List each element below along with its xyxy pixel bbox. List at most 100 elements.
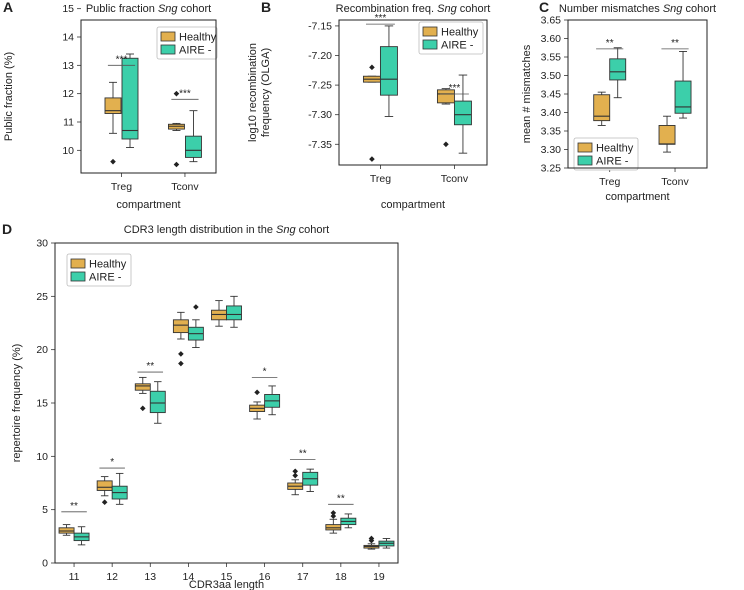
box-healthy-14 (172, 311, 189, 367)
panel-label: A (3, 0, 13, 15)
box-iqr (226, 305, 242, 321)
legend-label: AIRE - (89, 272, 122, 284)
y-tick-label: 3.60 (541, 33, 562, 45)
legend-swatch-healthy (577, 142, 593, 153)
title-text: Public fraction (86, 3, 158, 15)
y-tick-label: 3.65 (541, 15, 562, 27)
significance-label: ** (299, 449, 307, 460)
box-healthy-17 (287, 468, 304, 496)
title-italic: Sng (276, 224, 296, 236)
box-healthy-15 (211, 300, 227, 327)
y-tick-label: 12 (62, 88, 74, 100)
box-aire-18 (340, 513, 357, 529)
box-healthy-13 (134, 376, 151, 412)
outlier-point (330, 513, 337, 519)
plot-frame (54, 242, 399, 564)
title-italic: Sng (437, 3, 457, 15)
y-tick-label: 13 (62, 60, 74, 72)
chart-title: Number mismatches Sng cohort (559, 3, 716, 15)
legend-swatch-aire (160, 44, 176, 55)
box-healthy-11 (58, 524, 75, 536)
x-tick-label: 16 (259, 571, 271, 583)
box-healthy-Treg (593, 91, 611, 126)
box-healthy-Tconv (658, 115, 676, 153)
y-axis-label: mean # mismatches (521, 44, 533, 143)
y-tick-label: -7.30 (308, 109, 332, 121)
x-axis-label: CDR3aa length (189, 579, 264, 590)
panel-label: C (539, 0, 549, 15)
outlier-point (178, 351, 184, 357)
y-tick-label: 3.55 (541, 52, 562, 64)
legend-label: Healthy (596, 143, 634, 155)
box-aire-15 (226, 295, 242, 328)
box-iqr (453, 100, 472, 126)
title-text: Recombination freq. (336, 3, 438, 15)
box-iqr (674, 80, 692, 114)
title-italic: Sng (158, 3, 178, 15)
outlier-point (292, 468, 299, 475)
legend-swatch-aire (422, 39, 438, 50)
x-tick-label: Treg (599, 176, 620, 188)
outlier-point (292, 472, 299, 479)
x-axis-label: compartment (381, 199, 445, 211)
x-axis-label: compartment (116, 199, 180, 211)
box-aire-Tconv (674, 51, 692, 119)
significance-label: * (263, 366, 267, 377)
panel-label: D (2, 221, 12, 237)
box-aire-Tconv (184, 110, 202, 163)
legend-label: Healthy (179, 32, 217, 44)
y-tick-label: 5 (42, 504, 48, 516)
x-tick-label: Treg (111, 181, 132, 193)
significance-label: ** (337, 493, 345, 504)
x-tick-label: Treg (370, 173, 391, 185)
x-tick-label: 19 (373, 571, 385, 583)
x-tick-label: 11 (69, 571, 80, 583)
significance-label: * (110, 457, 114, 468)
panel-B: B Recombination freq. Sng cohort -7.15 -7.2… (247, 0, 490, 211)
significance-label: *** (375, 13, 387, 24)
box-aire-16 (264, 385, 281, 416)
title-text: cohort (457, 3, 491, 15)
y-tick-label: 14 (62, 32, 74, 44)
title-text: Number mismatches (559, 3, 663, 15)
panel-A: A Public fraction Sng cohort 10 11 12 13 14 15 P… (3, 0, 218, 211)
outlier-point (139, 405, 146, 412)
legend-swatch-healthy (70, 258, 86, 269)
y-tick-label: 3.30 (541, 144, 562, 156)
x-tick-label: 15 (221, 571, 233, 583)
legend-label: Healthy (441, 27, 479, 39)
box-aire-11 (73, 526, 90, 546)
outlier-point (330, 510, 337, 516)
significance-label: *** (116, 54, 128, 65)
significance-label: ** (606, 38, 614, 49)
y-tick-label: 11 (63, 117, 74, 129)
box-iqr (104, 97, 122, 114)
title-text: cohort (682, 3, 716, 15)
y-tick-label: 3.40 (541, 107, 562, 119)
box-iqr (121, 57, 139, 140)
box-healthy-18 (325, 510, 342, 534)
chart-title: Recombination freq. Sng cohort (336, 3, 491, 15)
x-tick-label: 18 (335, 571, 347, 583)
box-iqr (149, 390, 166, 414)
title-italic: Sng (663, 3, 683, 15)
y-tick-label: -7.20 (308, 50, 332, 62)
y-axis-label: repertoire frequency (%) (11, 344, 23, 463)
x-tick-label: 12 (106, 571, 118, 583)
box-iqr (658, 124, 676, 145)
outlier-point (369, 64, 375, 71)
box-healthy-16 (249, 389, 266, 420)
outlier-point (173, 161, 180, 168)
title-text: cohort (178, 3, 212, 15)
x-axis-label: compartment (605, 191, 669, 203)
box-iqr (609, 58, 627, 81)
plot-frame (338, 19, 488, 166)
box-healthy-Tconv (436, 88, 455, 148)
outlier-point (254, 389, 260, 396)
box-aire-14 (187, 304, 204, 348)
chart-title: CDR3 length distribution in the Sng coho… (124, 224, 329, 236)
